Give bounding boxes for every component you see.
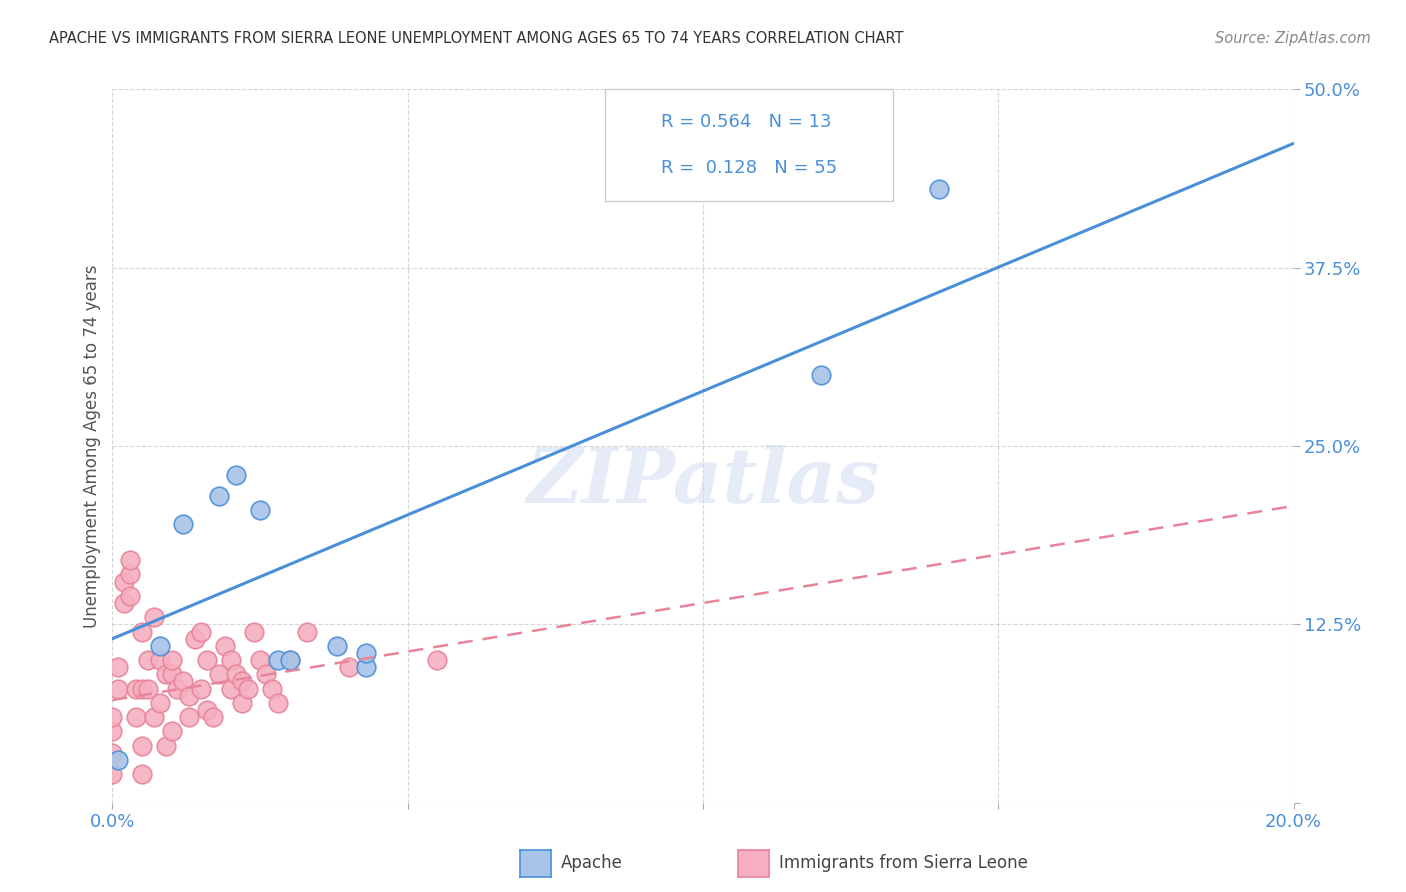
Text: Source: ZipAtlas.com: Source: ZipAtlas.com — [1215, 31, 1371, 46]
Point — [101, 724, 124, 739]
Point — [267, 696, 290, 710]
Point — [131, 681, 153, 696]
Text: R = 0.564   N = 13: R = 0.564 N = 13 — [661, 113, 831, 131]
Point — [214, 639, 236, 653]
Point — [219, 681, 242, 696]
Point — [131, 624, 153, 639]
Point — [142, 610, 165, 624]
Point — [260, 681, 283, 696]
Point — [125, 710, 148, 724]
Point — [160, 667, 183, 681]
Point — [267, 653, 290, 667]
Point — [149, 653, 172, 667]
Point — [179, 689, 201, 703]
Point — [107, 753, 129, 767]
Point — [254, 667, 277, 681]
Point — [120, 553, 142, 567]
Point — [208, 489, 231, 503]
Point — [101, 710, 124, 724]
Point — [172, 517, 194, 532]
Point — [810, 368, 832, 382]
Text: ZIPatlas: ZIPatlas — [526, 445, 880, 518]
Point — [326, 639, 349, 653]
Text: Apache: Apache — [561, 855, 623, 872]
Point — [166, 681, 188, 696]
Point — [208, 667, 231, 681]
Point — [149, 639, 172, 653]
Point — [231, 674, 253, 689]
Point — [142, 710, 165, 724]
Point — [131, 767, 153, 781]
Point — [131, 739, 153, 753]
Point — [112, 596, 135, 610]
Point — [249, 653, 271, 667]
Point — [155, 739, 177, 753]
Point — [172, 674, 194, 689]
Text: Immigrants from Sierra Leone: Immigrants from Sierra Leone — [779, 855, 1028, 872]
Point — [136, 681, 159, 696]
Text: APACHE VS IMMIGRANTS FROM SIERRA LEONE UNEMPLOYMENT AMONG AGES 65 TO 74 YEARS CO: APACHE VS IMMIGRANTS FROM SIERRA LEONE U… — [49, 31, 904, 46]
Point — [337, 660, 360, 674]
Point — [426, 653, 449, 667]
Point — [238, 681, 260, 696]
Y-axis label: Unemployment Among Ages 65 to 74 years: Unemployment Among Ages 65 to 74 years — [83, 264, 101, 628]
Point — [107, 681, 129, 696]
Point — [928, 182, 950, 196]
Point — [195, 703, 218, 717]
Point — [101, 746, 124, 760]
Point — [190, 624, 212, 639]
Point — [195, 653, 218, 667]
Point — [249, 503, 271, 517]
Point — [356, 660, 378, 674]
Point — [243, 624, 266, 639]
Point — [278, 653, 301, 667]
Point — [190, 681, 212, 696]
Point — [120, 589, 142, 603]
Point — [112, 574, 135, 589]
Point — [225, 667, 247, 681]
Text: R =  0.128   N = 55: R = 0.128 N = 55 — [661, 159, 837, 177]
Point — [297, 624, 319, 639]
Point — [160, 653, 183, 667]
Point — [160, 724, 183, 739]
Point — [125, 681, 148, 696]
Point — [278, 653, 301, 667]
Point — [356, 646, 378, 660]
Point — [107, 660, 129, 674]
Point — [225, 467, 247, 482]
Point — [231, 696, 253, 710]
Point — [149, 696, 172, 710]
Point — [179, 710, 201, 724]
Point — [136, 653, 159, 667]
Point — [201, 710, 224, 724]
Point — [219, 653, 242, 667]
Point — [155, 667, 177, 681]
Point — [184, 632, 207, 646]
Point — [101, 767, 124, 781]
Point — [120, 567, 142, 582]
